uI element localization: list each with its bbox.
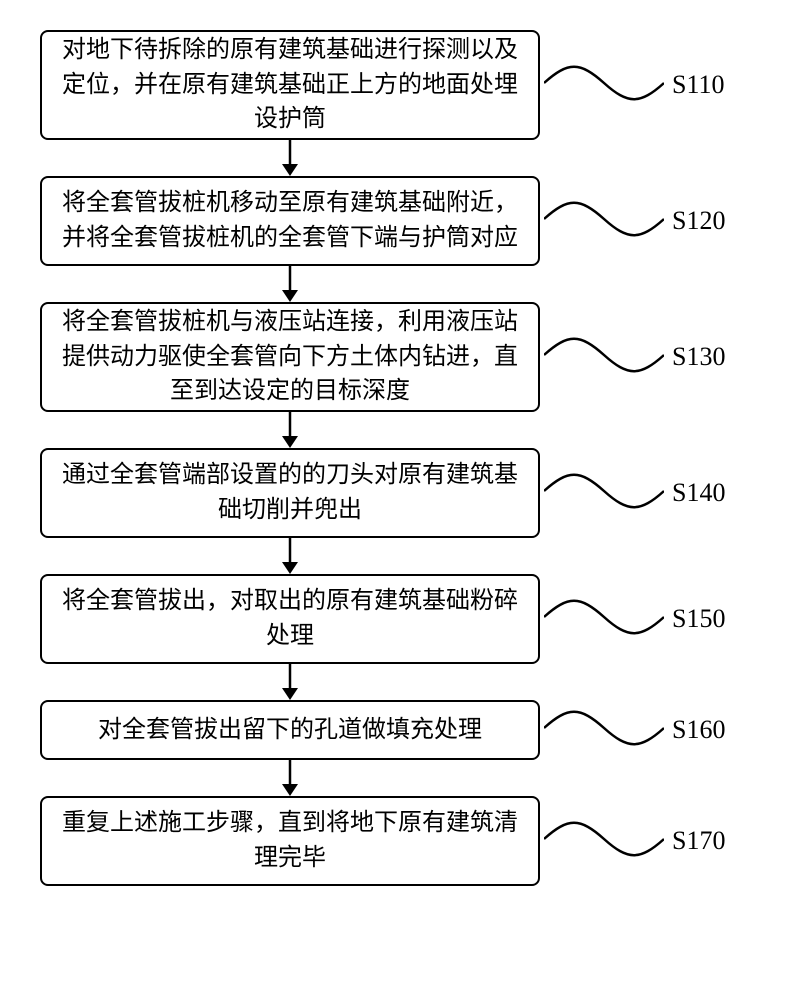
curve-connector (544, 467, 664, 520)
curve-connector (544, 59, 664, 112)
arrow-down (0, 266, 795, 302)
curve-connector (544, 593, 664, 646)
flow-step-row: 将全套管拔出，对取出的原有建筑基础粉碎处理 S150 (0, 574, 795, 664)
arrow-down (0, 760, 795, 796)
arrow-down (0, 664, 795, 700)
flow-step-box: 将全套管拔出，对取出的原有建筑基础粉碎处理 (40, 574, 540, 664)
arrow-down (0, 140, 795, 176)
flow-step-row: 将全套管拔桩机移动至原有建筑基础附近，并将全套管拔桩机的全套管下端与护筒对应 S1… (0, 176, 795, 266)
flow-step-box: 对地下待拆除的原有建筑基础进行探测以及定位，并在原有建筑基础正上方的地面处埋设护… (40, 30, 540, 140)
flow-step-box: 对全套管拔出留下的孔道做填充处理 (40, 700, 540, 760)
step-label: S120 (672, 206, 725, 236)
flow-step-row: 通过全套管端部设置的的刀头对原有建筑基础切削并兜出 S140 (0, 448, 795, 538)
curve-connector (544, 331, 664, 384)
arrow-down (0, 412, 795, 448)
flow-step-box: 将全套管拔桩机移动至原有建筑基础附近，并将全套管拔桩机的全套管下端与护筒对应 (40, 176, 540, 266)
step-label: S110 (672, 70, 725, 100)
step-label: S150 (672, 604, 725, 634)
flow-step-row: 重复上述施工步骤，直到将地下原有建筑清理完毕 S170 (0, 796, 795, 886)
flow-step-box: 重复上述施工步骤，直到将地下原有建筑清理完毕 (40, 796, 540, 886)
curve-connector (544, 704, 664, 757)
flow-step-row: 将全套管拔桩机与液压站连接，利用液压站提供动力驱使全套管向下方土体内钻进，直至到… (0, 302, 795, 412)
flow-step-row: 对地下待拆除的原有建筑基础进行探测以及定位，并在原有建筑基础正上方的地面处埋设护… (0, 30, 795, 140)
flow-step-box: 将全套管拔桩机与液压站连接，利用液压站提供动力驱使全套管向下方土体内钻进，直至到… (40, 302, 540, 412)
step-label: S170 (672, 826, 725, 856)
curve-connector (544, 195, 664, 248)
flow-step-row: 对全套管拔出留下的孔道做填充处理 S160 (0, 700, 795, 760)
arrow-down (0, 538, 795, 574)
flow-step-box: 通过全套管端部设置的的刀头对原有建筑基础切削并兜出 (40, 448, 540, 538)
curve-connector (544, 815, 664, 868)
step-label: S140 (672, 478, 725, 508)
step-label: S130 (672, 342, 725, 372)
step-label: S160 (672, 715, 725, 745)
